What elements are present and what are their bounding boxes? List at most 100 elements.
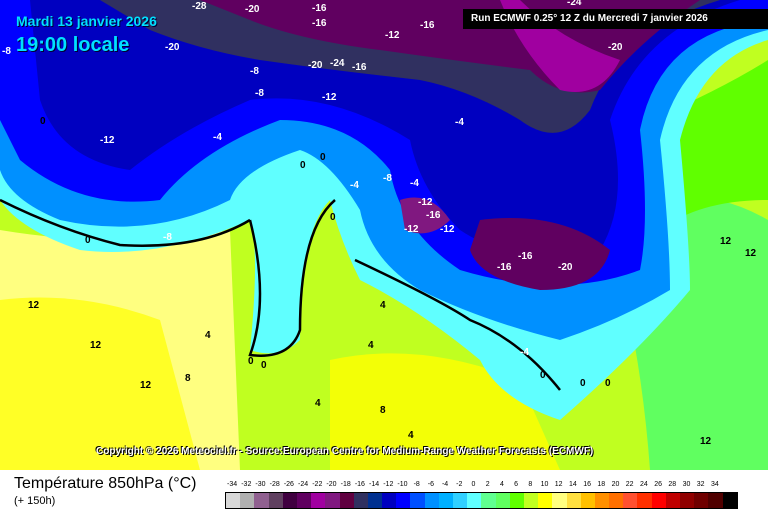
contour-label: -16 xyxy=(420,20,435,31)
legend-swatch xyxy=(609,493,624,508)
legend-swatch xyxy=(623,493,638,508)
legend-tick: 0 xyxy=(471,481,476,488)
contour-label: -12 xyxy=(100,135,115,146)
legend-swatch xyxy=(594,493,610,508)
contour-label: -8 xyxy=(2,46,11,57)
contour-label: -16 xyxy=(518,251,533,262)
contour-label: -8 xyxy=(163,232,172,243)
legend-tick: -4 xyxy=(441,481,449,488)
legend-tick: -20 xyxy=(326,481,337,488)
contour-label: -12 xyxy=(322,92,337,103)
legend-tick: -32 xyxy=(241,481,252,488)
legend-swatch xyxy=(552,493,567,508)
contour-label: 0 xyxy=(330,212,336,223)
contour-label: 12 xyxy=(140,380,152,391)
contour-label: -4 xyxy=(350,180,359,191)
legend-tick: -16 xyxy=(354,481,365,488)
legend-tick: 30 xyxy=(682,481,691,488)
legend-tick: 34 xyxy=(710,481,719,488)
contour-label: 0 xyxy=(300,160,306,171)
legend-swatch xyxy=(254,493,269,508)
legend-tick: -18 xyxy=(340,481,351,488)
contour-label: -20 xyxy=(165,42,180,53)
contour-label: -4 xyxy=(455,117,464,128)
contour-label: 8 xyxy=(380,405,386,416)
contour-label: -12 xyxy=(385,30,400,41)
legend-swatch xyxy=(722,493,737,508)
legend-tick: 26 xyxy=(654,481,662,488)
legend-swatch xyxy=(467,493,482,508)
legend-tick: -2 xyxy=(456,481,463,488)
legend-tick: 24 xyxy=(639,481,648,488)
contour-label: -12 xyxy=(404,224,419,235)
legend-swatch xyxy=(367,493,383,508)
legend-tick: -10 xyxy=(397,481,408,488)
contour-label: -20 xyxy=(245,4,260,15)
contour-label: -20 xyxy=(308,60,323,71)
legend-swatch xyxy=(538,493,553,508)
legend-swatch xyxy=(240,493,255,508)
contour-label: 4 xyxy=(368,340,374,351)
contour-label: -8 xyxy=(383,173,392,184)
legend-tick: -8 xyxy=(413,481,420,488)
contour-label: -12 xyxy=(440,224,455,235)
legend-tick: -22 xyxy=(312,481,323,488)
legend-tick: -14 xyxy=(369,481,380,488)
forecast-date: Mardi 13 janvier 2026 xyxy=(16,13,157,29)
legend-tick: -30 xyxy=(255,481,266,488)
legend-swatch xyxy=(680,493,695,508)
forecast-time: 19:00 locale xyxy=(16,34,130,56)
color-scale xyxy=(225,492,738,509)
contour-label: 0 xyxy=(580,378,586,389)
legend-swatch xyxy=(637,493,652,508)
contour-label: -4 xyxy=(213,132,222,143)
contour-label: 4 xyxy=(205,330,211,341)
contour-label: -24 xyxy=(567,0,582,8)
contour-label: 8 xyxy=(185,373,191,384)
contour-label: 12 xyxy=(720,236,732,247)
legend-swatch xyxy=(481,493,496,508)
legend-swatch xyxy=(509,493,524,508)
contour-label: 4 xyxy=(315,398,321,409)
contour-label: 0 xyxy=(261,360,267,371)
legend-swatch xyxy=(339,493,354,508)
contour-label: 4 xyxy=(408,430,414,441)
contour-label: 12 xyxy=(745,248,757,259)
legend-swatch xyxy=(708,493,723,508)
contour-label: -12 xyxy=(418,197,433,208)
legend-swatch xyxy=(410,493,425,508)
contour-label: -8 xyxy=(250,66,259,77)
legend-tick: -24 xyxy=(298,481,309,488)
legend-swatch xyxy=(268,493,283,508)
contour-label: 0 xyxy=(40,116,46,127)
temperature-map: -28 -20 -16 -16 -20 -12 -16 -24 -20 -16 -8 -20 -24 -8… xyxy=(0,0,768,470)
legend-swatch xyxy=(495,493,510,508)
contour-label: -16 xyxy=(426,210,441,221)
legend-tick: 4 xyxy=(499,481,504,488)
contour-label: 0 xyxy=(248,356,254,367)
legend-tick: 28 xyxy=(668,481,677,488)
contour-label: 12 xyxy=(700,436,712,447)
legend-swatch xyxy=(665,493,680,508)
contour-label: -4 xyxy=(410,178,419,189)
contour-label: -24 xyxy=(330,58,345,69)
legend-swatch xyxy=(282,493,297,508)
contour-label: 0 xyxy=(540,370,546,381)
contour-label: -28 xyxy=(192,1,207,12)
legend-swatch xyxy=(325,493,340,508)
legend-tick: 6 xyxy=(514,481,519,488)
contour-label: -16 xyxy=(497,262,512,273)
legend-swatch xyxy=(453,493,468,508)
legend-swatch xyxy=(311,493,326,508)
legend-swatch xyxy=(580,493,595,508)
legend-tick: 20 xyxy=(611,481,620,488)
legend-tick: -26 xyxy=(283,481,294,488)
legend-swatch xyxy=(424,493,439,508)
legend-tick: 32 xyxy=(696,481,705,488)
contour-label: -20 xyxy=(558,262,573,273)
legend-swatch xyxy=(296,493,312,508)
legend-tick: 16 xyxy=(583,481,591,488)
contour-label: 4 xyxy=(380,300,386,311)
contour-label: -16 xyxy=(352,62,367,73)
legend-tick: 10 xyxy=(540,481,549,488)
